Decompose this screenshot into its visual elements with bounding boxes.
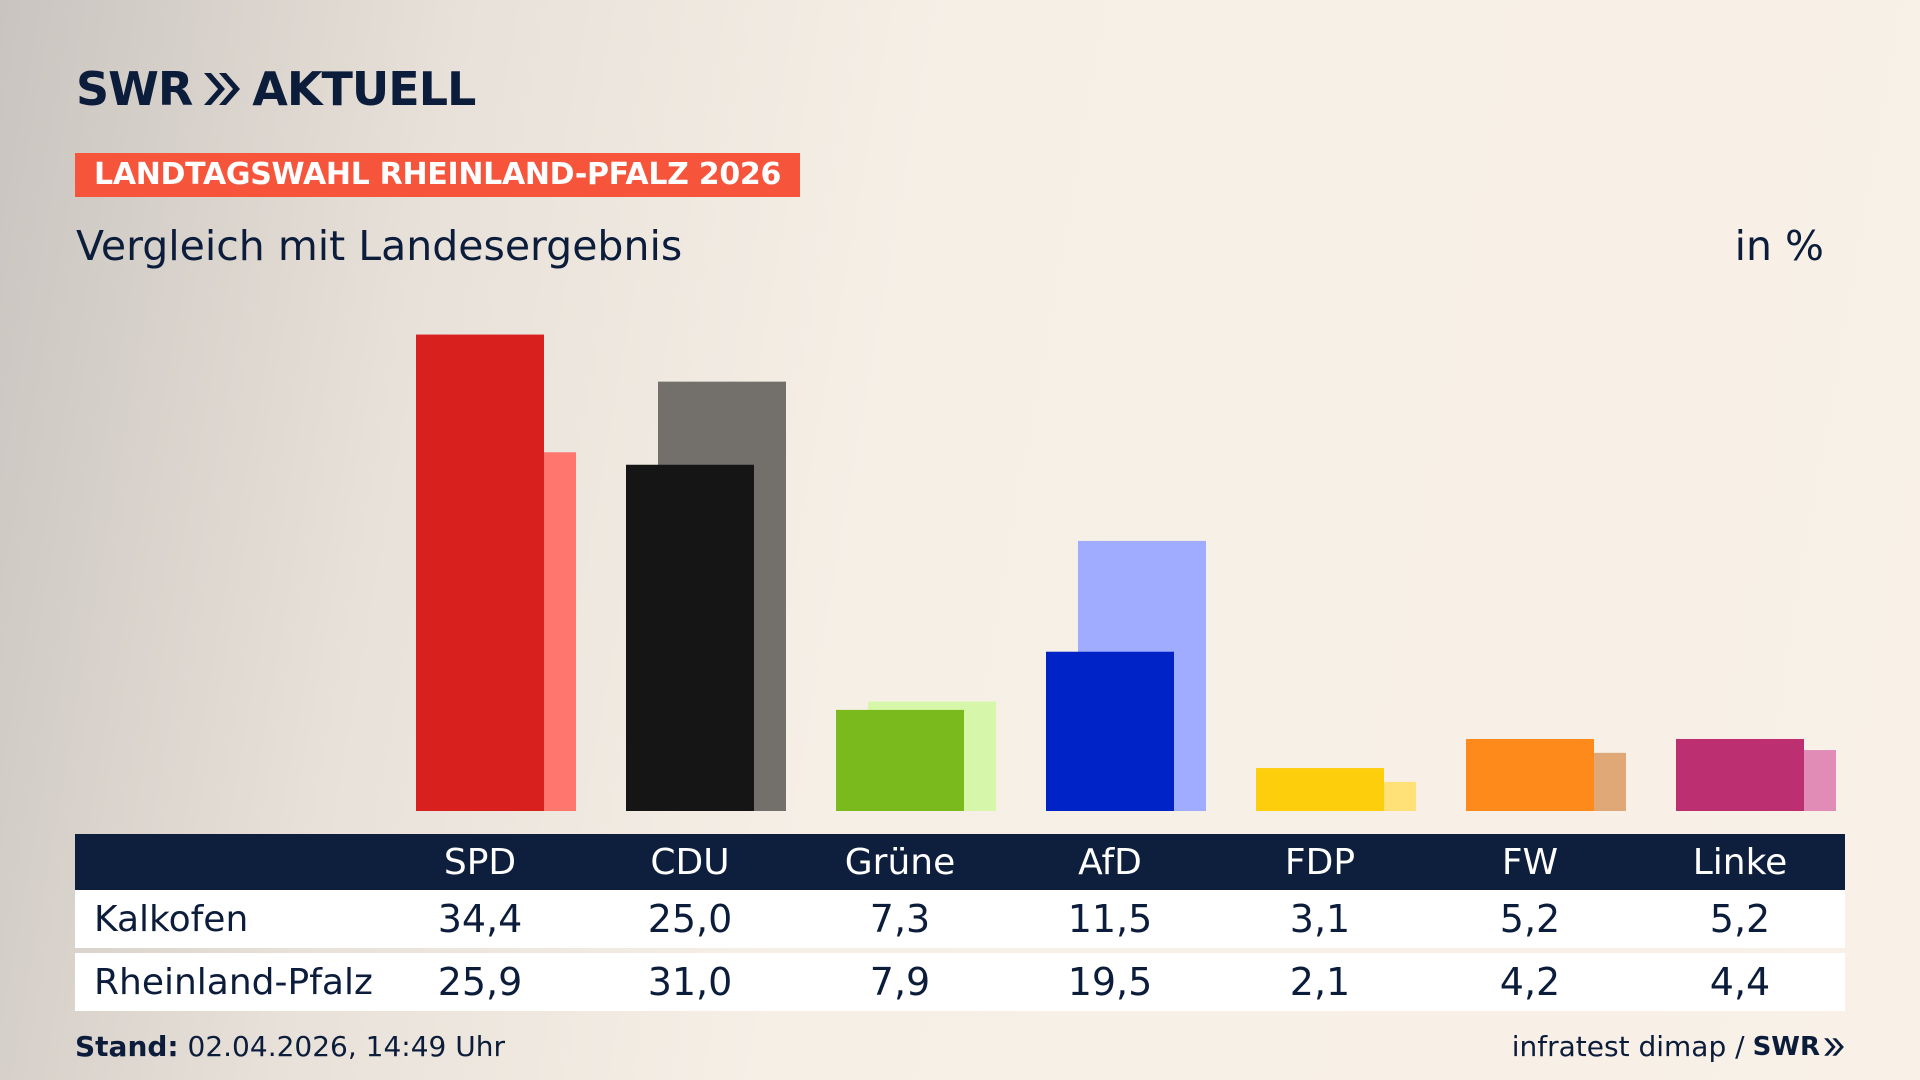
column-header-afd: AfD (1078, 841, 1142, 883)
table-cell-linke: 4,4 (1709, 960, 1771, 1004)
table-cell-afd: 11,5 (1067, 897, 1153, 941)
unit-label: in % (1734, 222, 1824, 270)
bar-rheinland-pfalz-gruene (868, 701, 996, 811)
bar-rheinland-pfalz-fw (1498, 752, 1626, 811)
source-credit: infratest dimap / SWR (1512, 1030, 1845, 1063)
bar-kalkofen-spd (416, 334, 544, 811)
election-tag: LANDTAGSWAHL RHEINLAND-PFALZ 2026 (75, 153, 801, 197)
swr-aktuell-logo: SWR AKTUELL (76, 62, 476, 116)
results-table: SPD CDU Grüne AfD FDP FW Linke Kalkofen 34,4 25… (75, 834, 1845, 1011)
column-header-gruene: Grüne (844, 841, 956, 883)
stand-value: 02.04.2026, 14:49 Uhr (187, 1030, 505, 1063)
table-cell-fw: 5,2 (1499, 897, 1561, 941)
bar-rheinland-pfalz-cdu (658, 381, 786, 811)
table-row-kalkofen: Kalkofen 34,4 25,0 7,3 11,5 3,1 5,2 5,2 (75, 890, 1845, 948)
table-cell-fdp: 3,1 (1289, 897, 1351, 941)
bar-kalkofen-cdu (626, 464, 754, 811)
table-cell-fdp: 2,1 (1289, 960, 1351, 1004)
stand-label: Stand: (75, 1030, 179, 1063)
double-chevron-icon (1824, 1037, 1844, 1056)
bar-kalkofen-gruene (836, 709, 964, 811)
row-label: Rheinland-Pfalz (94, 961, 373, 1003)
column-header-fdp: FDP (1284, 841, 1356, 883)
table-cell-linke: 5,2 (1709, 897, 1771, 941)
source-text: infratest dimap / (1511, 1030, 1745, 1063)
double-chevron-icon (204, 73, 241, 105)
table-row-rheinland-pfalz: Rheinland-Pfalz 25,9 31,0 7,9 19,5 2,1 4,2 4,4 (75, 953, 1845, 1011)
bar-kalkofen-afd (1046, 651, 1174, 811)
bar-rheinland-pfalz-linke (1708, 750, 1836, 811)
table-cell-spd: 25,9 (437, 960, 523, 1004)
logo-aktuell-text: AKTUELL (252, 62, 476, 116)
timestamp: Stand: 02.04.2026, 14:49 Uhr (75, 1030, 505, 1063)
table-cell-spd: 34,4 (437, 897, 523, 941)
table-cell-gruene: 7,9 (869, 960, 931, 1004)
bar-rheinland-pfalz-afd (1078, 540, 1206, 811)
bar-kalkofen-linke (1676, 738, 1804, 811)
column-header-spd: SPD (443, 841, 517, 883)
swr-mini-text: SWR (1752, 1031, 1820, 1062)
bar-kalkofen-fdp (1256, 768, 1384, 811)
table-header: SPD CDU Grüne AfD FDP FW Linke (75, 834, 1845, 890)
logo-swr-text: SWR (76, 62, 193, 116)
table-cell-gruene: 7,3 (869, 897, 931, 941)
table-cell-fw: 4,2 (1499, 960, 1561, 1004)
bar-kalkofen-fw (1466, 738, 1594, 811)
row-label: Kalkofen (94, 898, 249, 940)
chart-subtitle: Vergleich mit Landesergebnis (76, 222, 683, 270)
table-cell-cdu: 25,0 (647, 897, 733, 941)
bar-rheinland-pfalz-spd (448, 452, 576, 811)
column-header-linke: Linke (1692, 841, 1788, 883)
column-header-fw: FW (1501, 841, 1559, 883)
table-cell-afd: 19,5 (1067, 960, 1153, 1004)
swr-mini-logo: SWR (1753, 1032, 1845, 1062)
bar-rheinland-pfalz-fdp (1288, 781, 1416, 811)
column-header-cdu: CDU (650, 841, 730, 883)
table-cell-cdu: 31,0 (647, 960, 733, 1004)
